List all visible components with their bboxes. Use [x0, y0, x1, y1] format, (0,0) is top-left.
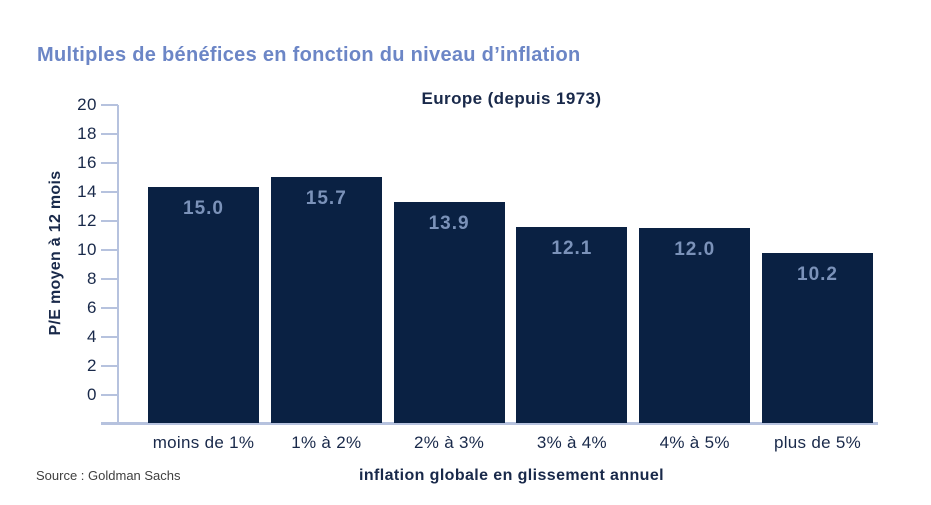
y-tick-mark [101, 220, 118, 222]
y-tick-label: 2 [87, 356, 97, 375]
bar: 12.0 [639, 228, 751, 423]
y-tick-label: 16 [77, 153, 97, 172]
chart-title: Europe (depuis 1973) [421, 89, 602, 108]
bar: 15.7 [270, 176, 382, 423]
y-tick-mark [101, 307, 118, 309]
y-axis-line [117, 105, 119, 424]
x-axis-baseline [101, 422, 878, 425]
y-tick-label: 20 [77, 95, 97, 114]
y-tick-label: 10 [77, 240, 97, 259]
bar-value-label: 15.7 [305, 187, 347, 209]
bar: 12.1 [516, 226, 628, 423]
bar-value-label: 13.9 [428, 212, 470, 234]
bar-value-label: 12.1 [551, 237, 593, 259]
x-category-label: 1% à 2% [291, 433, 362, 452]
y-tick-mark [101, 394, 118, 396]
y-tick-mark [101, 162, 118, 164]
bar: 10.2 [762, 253, 873, 423]
x-category-label: 2% à 3% [414, 433, 485, 452]
y-tick-label: 18 [77, 124, 97, 143]
y-tick-mark [101, 365, 118, 367]
y-tick-label: 6 [87, 298, 97, 317]
bar-value-label: 12.0 [674, 239, 716, 261]
y-tick-mark [101, 336, 118, 338]
x-category-label: plus de 5% [773, 433, 862, 452]
y-tick-label: 14 [77, 182, 97, 201]
y-tick-label: 8 [87, 269, 97, 288]
y-tick-mark [101, 104, 118, 106]
x-axis-title: inflation globale en glissement annuel [358, 467, 665, 484]
y-tick-label: 12 [77, 211, 97, 230]
bar: 13.9 [393, 201, 505, 423]
page-title: Multiples de bénéfices en fonction du ni… [37, 44, 581, 66]
bar: 15.0 [148, 186, 259, 423]
y-tick-label: 0 [87, 385, 97, 404]
source-note: Source : Goldman Sachs [36, 468, 181, 483]
x-category-label: 4% à 5% [659, 433, 730, 452]
x-category-label: moins de 1% [152, 433, 255, 452]
bar-value-label: 10.2 [797, 264, 838, 286]
y-tick-mark [101, 278, 118, 280]
y-tick-label: 4 [87, 327, 97, 346]
y-tick-mark [101, 249, 118, 251]
bar-value-label: 15.0 [183, 197, 224, 219]
y-tick-mark [101, 133, 118, 135]
y-tick-mark [101, 191, 118, 193]
x-category-label: 3% à 4% [536, 433, 607, 452]
